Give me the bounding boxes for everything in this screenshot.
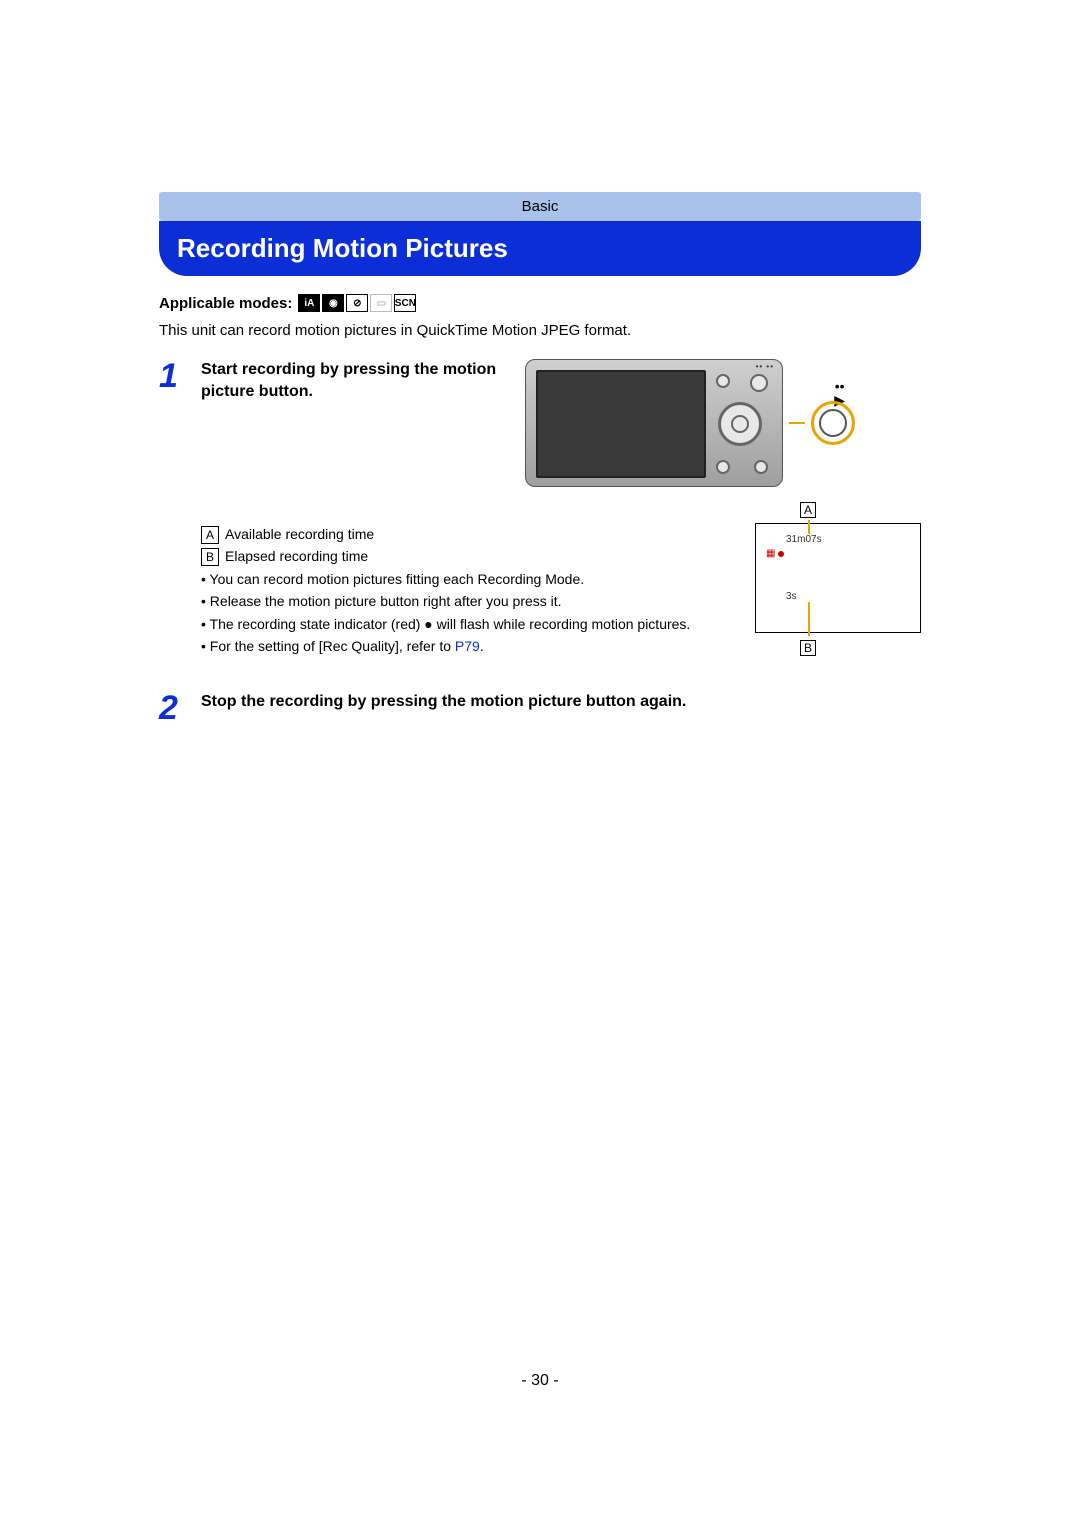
page-number: - 30 - [0, 1372, 1080, 1390]
status-b-label: B [800, 640, 816, 656]
bullet-4-suffix: . [480, 638, 484, 654]
camera-button-icon [754, 460, 768, 474]
bullet-1-text: You can record motion pictures fitting e… [210, 571, 585, 587]
bullet-2: • Release the motion picture button righ… [201, 590, 735, 612]
bullet-3-text: The recording state indicator (red) ● wi… [210, 616, 691, 632]
ref-b-line: B Elapsed recording time [201, 545, 735, 567]
bullet-3: • The recording state indicator (red) ● … [201, 613, 735, 635]
camera-button-icon [750, 374, 768, 392]
ref-a-letter: A [201, 526, 219, 544]
camera-button-icon [716, 374, 730, 388]
camera-body: •• •• [525, 359, 783, 487]
camera-illustration: •• •• ••▶ [525, 359, 855, 487]
mode-icon-creative: ⊘ [346, 294, 368, 312]
mode-icons: iA ◉ ⊘ ▭ SCN [298, 294, 416, 312]
status-screen-illustration: A 31m07s ▦ 3s B [755, 523, 921, 633]
bullet-4-text: For the setting of [Rec Quality], refer … [210, 638, 455, 654]
mode-icon-scn: SCN [394, 294, 416, 312]
ref-a-label: Available recording time [225, 526, 374, 542]
modes-label: Applicable modes: [159, 295, 292, 312]
intro-text: This unit can record motion pictures in … [159, 322, 921, 339]
step-2: 2 Stop the recording by pressing the mot… [159, 691, 921, 725]
recording-indicator-icon: ▦ [766, 548, 784, 559]
step-2-text: Stop the recording by pressing the motio… [201, 691, 921, 713]
step-1: 1 Start recording by pressing the motion… [159, 359, 921, 487]
applicable-modes-row: Applicable modes: iA ◉ ⊘ ▭ SCN [159, 294, 921, 312]
step-1-text: Start recording by pressing the motion p… [201, 359, 511, 404]
available-time-text: 31m07s [786, 534, 822, 545]
step-1-number: 1 [159, 359, 187, 393]
mode-icon-ia: iA [298, 294, 320, 312]
step-2-number: 2 [159, 691, 187, 725]
page-title: Recording Motion Pictures [159, 221, 921, 276]
camera-screen-icon [536, 370, 706, 478]
elapsed-time-text: 3s [786, 591, 797, 602]
rec-quality-link[interactable]: P79 [455, 638, 480, 654]
ref-b-label: Elapsed recording time [225, 548, 368, 564]
bullet-2-text: Release the motion picture button right … [210, 593, 562, 609]
ref-b-letter: B [201, 548, 219, 566]
bullet-4: • For the setting of [Rec Quality], refe… [201, 635, 735, 657]
mode-icon-panorama: ▭ [370, 294, 392, 312]
details-block: A Available recording time B Elapsed recor… [159, 523, 921, 657]
status-a-label: A [800, 502, 816, 518]
camera-dpad-icon [718, 402, 762, 446]
breadcrumb-banner: Basic [159, 192, 921, 221]
motion-picture-button-highlight [811, 401, 855, 445]
bullet-1: • You can record motion pictures fitting… [201, 568, 735, 590]
ref-a-line: A Available recording time [201, 523, 735, 545]
camera-button-icon [716, 460, 730, 474]
highlight-connector [789, 422, 805, 424]
mode-icon-camera: ◉ [322, 294, 344, 312]
